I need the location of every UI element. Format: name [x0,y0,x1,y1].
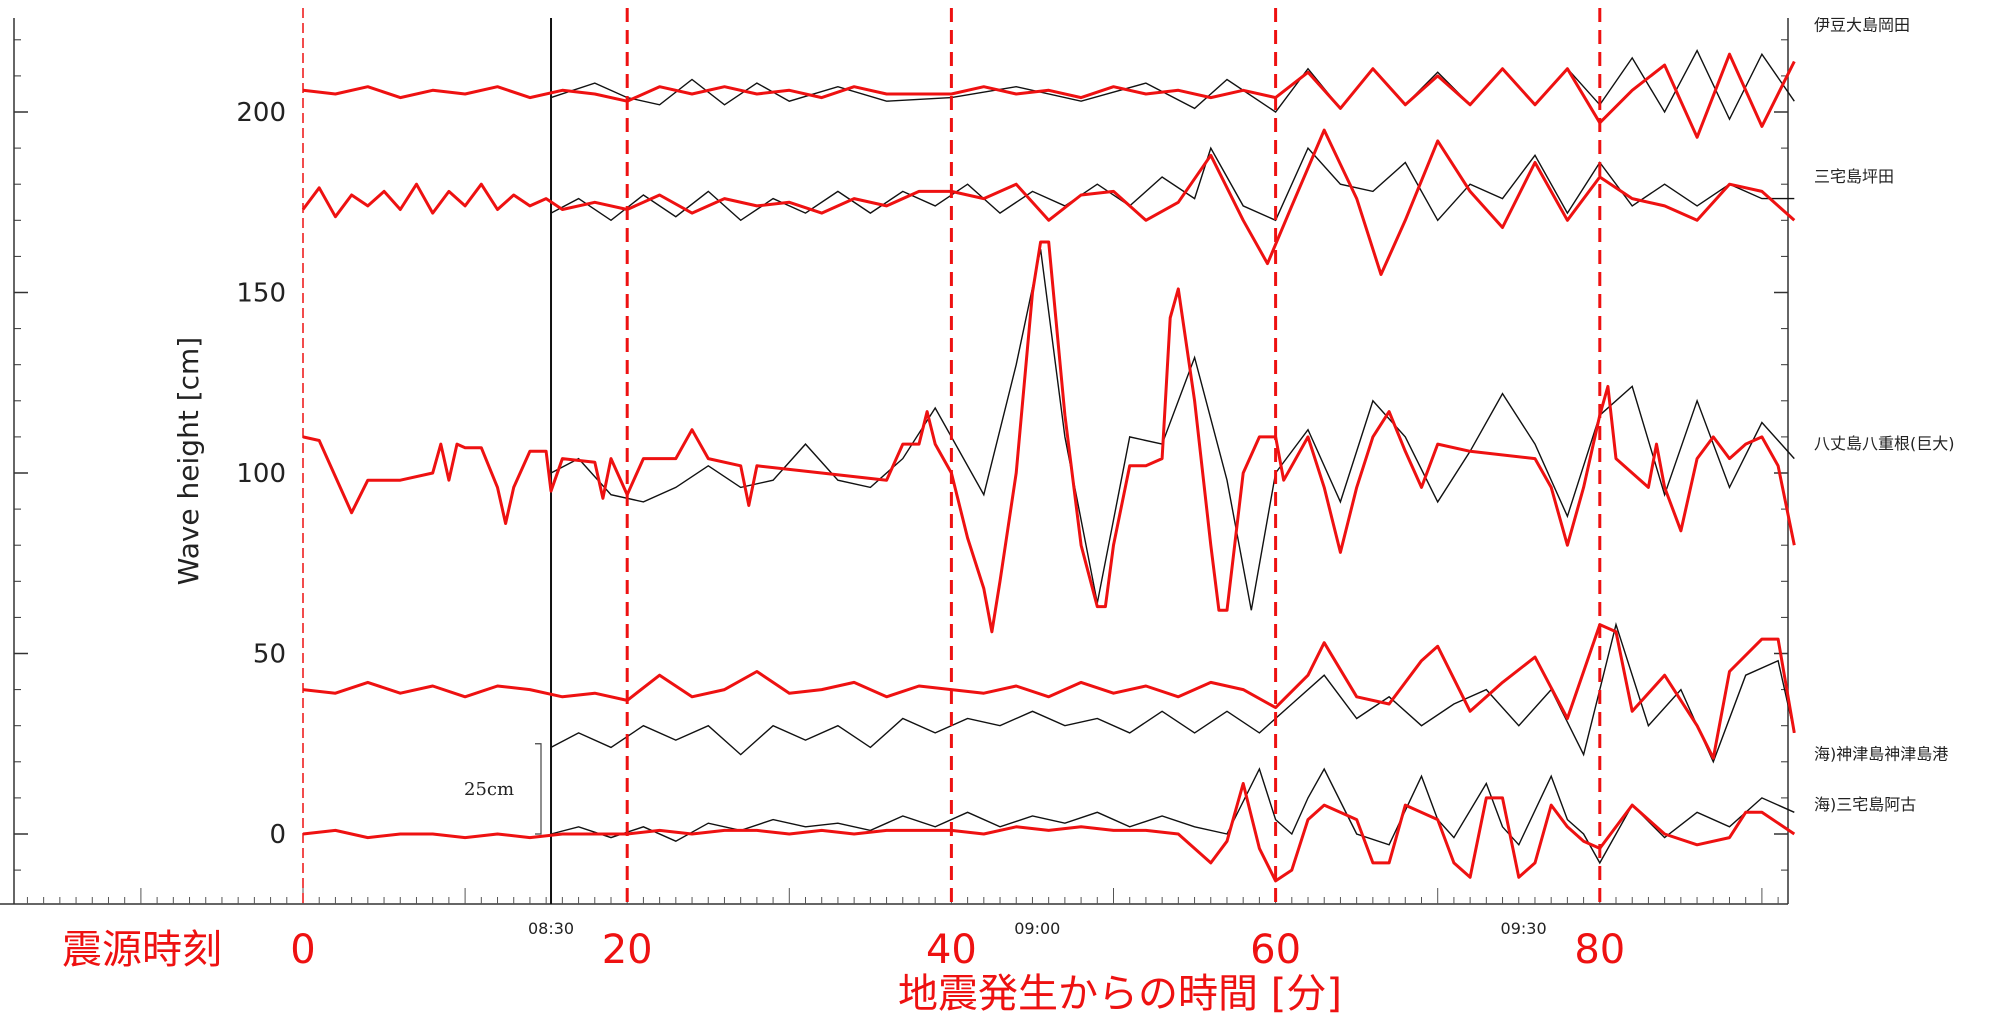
station-series [301,128,1796,276]
scale-bar [535,743,542,835]
y-tick-label: 0 [269,820,286,850]
minute-markers [302,8,1602,904]
plot-frame [0,18,1789,905]
scale-bar-label: 25cm [464,779,514,800]
station-label: 八丈島八重根(巨大) [1814,434,1955,453]
x-tick-label-red: 0 [290,927,315,973]
station-label: 三宅島坪田 [1814,167,1894,186]
x-axis-label: 地震発生からの時間 [分] [898,971,1342,1015]
x-tick-label-red: 20 [602,927,653,973]
x-tick-label-red: 40 [926,927,977,973]
observed-line [550,49,1795,121]
station-series [302,622,1796,764]
y-tick-label: 150 [236,279,286,309]
station-series [302,49,1796,139]
y-axis-label: Wave height [cm] [172,337,205,585]
x-tick-label-red: 80 [1574,927,1625,973]
simulated-line [302,623,1796,760]
station-series [302,767,1796,883]
simulated-line [302,52,1796,139]
simulated-line [301,128,1796,276]
x-tick-label-red: 60 [1250,927,1301,973]
observed-line [550,249,1795,611]
station-label: 海)三宅島阿古 [1814,795,1916,814]
simulated-line [302,240,1796,634]
observed-line [550,146,1795,222]
clock-time-label: 08:30 [528,919,574,938]
waveform-series [301,49,1796,883]
simulated-line [302,782,1796,883]
station-series [302,240,1796,634]
axis-ticks [14,39,1788,904]
clock-time-label: 09:30 [1501,919,1547,938]
clock-time-label: 09:00 [1014,919,1060,938]
observed-line [550,767,1795,865]
origin-time-label: 震源時刻 [62,927,222,973]
station-label: 伊豆大島岡田 [1814,15,1910,34]
observed-line [550,622,1795,764]
y-tick-label: 50 [253,640,286,670]
y-tick-label: 100 [236,459,286,489]
station-label: 海)神津島神津島港 [1814,745,1948,764]
y-tick-label: 200 [236,98,286,128]
